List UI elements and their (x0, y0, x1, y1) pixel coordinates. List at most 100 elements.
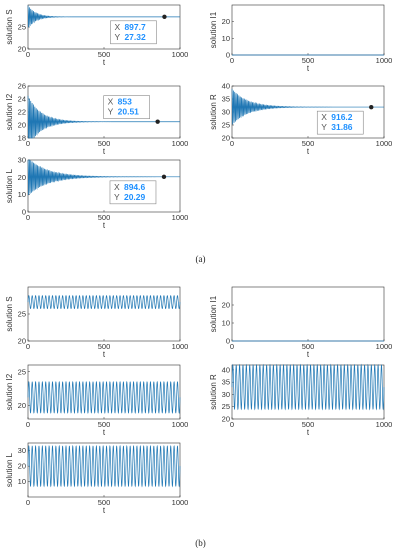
y-tick-label: 25 (18, 23, 26, 32)
y-tick-label: 20 (18, 173, 26, 182)
datatip-x-value: 853 (118, 97, 132, 107)
datatip-y-value: 31.86 (331, 122, 353, 132)
y-tick-label: 0 (226, 51, 230, 60)
y-tick-label: 18 (18, 134, 26, 143)
x-tick-label: 500 (98, 420, 111, 429)
x-tick-label: 0 (26, 342, 30, 351)
y-tick-label: 20 (18, 121, 26, 130)
y-axis-label: solution L (5, 452, 14, 487)
y-axis-label: solution I1 (209, 11, 218, 48)
datatip-x-value: 897.7 (124, 22, 146, 32)
chart-a-I1: 0 500 1000 0 10 20 t solution I1 (209, 4, 393, 73)
datatip-y-key: Y (321, 122, 327, 132)
x-tick-label: 500 (302, 420, 315, 429)
y-tick-label: 30 (222, 108, 230, 117)
x-tick-label: 1000 (376, 342, 393, 351)
chart-a-R: 0 500 1000 20 25 30 35 40 t solution R X 916.2 Y 31.8… (209, 82, 392, 157)
x-tick-label: 1000 (376, 139, 393, 148)
y-tick-label: 20 (18, 337, 26, 346)
datatip-x-key: X (108, 97, 114, 107)
x-tick-label: 500 (98, 139, 111, 148)
y-tick-label: 10 (18, 190, 26, 199)
y-tick-label: 25 (18, 367, 26, 376)
y-tick-label: 24 (18, 95, 26, 104)
y-tick-label: 20 (18, 45, 26, 54)
x-tick-label: 500 (302, 342, 315, 351)
x-tick-label: 1000 (172, 342, 189, 351)
x-tick-label: 0 (26, 498, 30, 507)
x-tick-label: 500 (302, 139, 315, 148)
x-tick-label: 500 (98, 498, 111, 507)
datatip-y-value: 20.51 (118, 107, 140, 117)
chart-b-I2: 0 500 1000 20 25 t solution I2 (5, 364, 188, 437)
y-tick-label: 30 (18, 156, 26, 165)
datatip-y-key: Y (114, 32, 120, 42)
datatip-x-key: X (114, 182, 120, 192)
panel-label-b: (b) (195, 538, 206, 548)
plot-frame (27, 4, 181, 50)
y-axis-label: solution L (5, 168, 14, 203)
x-axis-label: t (103, 350, 106, 359)
datatip-x-key: X (114, 22, 120, 32)
chart-a-S: 0 500 1000 20 25 t solution S X 897.7 Y 27.32 (5, 4, 189, 67)
x-tick-label: 0 (26, 50, 30, 59)
x-tick-label: 500 (98, 50, 111, 59)
y-tick-label: 20 (222, 134, 230, 143)
datatip-marker (369, 104, 374, 110)
y-tick-label: 35 (222, 378, 230, 387)
y-tick-label: 40 (222, 82, 230, 91)
y-tick-label: 20 (222, 301, 230, 310)
x-axis-label: t (307, 350, 310, 359)
datatip-y-key: Y (114, 192, 120, 202)
series-line (27, 159, 180, 196)
y-tick-label: 22 (18, 108, 26, 117)
chart-b-R: 0 500 1000 20 25 30 35 40 t solution R (209, 363, 393, 437)
datatip-marker (155, 119, 160, 124)
datatip-y-value: 27.32 (124, 32, 146, 42)
y-tick-label: 25 (222, 402, 230, 411)
y-tick-label: 0 (226, 337, 230, 346)
datatip-box (316, 110, 364, 135)
x-tick-label: 1000 (376, 56, 393, 65)
y-tick-label: 30 (222, 390, 230, 399)
y-tick-label: 0 (22, 208, 26, 217)
plot-frame (27, 286, 181, 342)
y-tick-label: 35 (222, 95, 230, 104)
y-axis-label: solution I1 (209, 295, 218, 332)
chart-b-S: 0 500 1000 20 25 t solution S (5, 286, 189, 359)
x-tick-label: 500 (98, 213, 111, 222)
chart-b-L: 0 500 1000 10 20 30 t solution L (5, 442, 189, 515)
datatip-marker (162, 14, 167, 19)
x-axis-label: t (103, 506, 106, 515)
chart-a-I2: 0 500 1000 18 20 22 24 26 t solution I2 X 853 Y 20.51 (5, 82, 188, 157)
series-line (27, 295, 181, 310)
x-tick-label: 0 (230, 420, 234, 429)
y-axis-label: solution S (5, 9, 14, 44)
datatip-x-value: 916.2 (331, 112, 353, 122)
x-tick-label: 0 (26, 213, 30, 222)
x-axis-label: t (307, 147, 310, 156)
datatip-box (103, 95, 150, 119)
x-axis-label: t (103, 147, 106, 156)
datatip-box (109, 180, 157, 205)
plot-frame (231, 286, 385, 342)
x-tick-label: 1000 (172, 498, 189, 507)
x-axis-label: t (103, 221, 106, 230)
datatip-y-key: Y (108, 107, 114, 117)
y-axis-label: solution I2 (5, 373, 14, 410)
y-tick-label: 26 (18, 82, 26, 91)
y-tick-label: 30 (18, 446, 26, 455)
x-tick-label: 1000 (172, 50, 189, 59)
y-axis-label: solution R (209, 94, 218, 130)
datatip-y-value: 20.29 (124, 192, 146, 202)
y-tick-label: 40 (222, 365, 230, 374)
series-line (27, 444, 181, 488)
datatip-marker (161, 174, 167, 180)
y-tick-label: 10 (222, 34, 230, 43)
y-tick-label: 20 (18, 462, 26, 471)
y-tick-label: 10 (222, 319, 230, 328)
y-tick-label: 20 (222, 17, 230, 26)
series-line (27, 380, 181, 414)
x-tick-label: 1000 (376, 420, 393, 429)
